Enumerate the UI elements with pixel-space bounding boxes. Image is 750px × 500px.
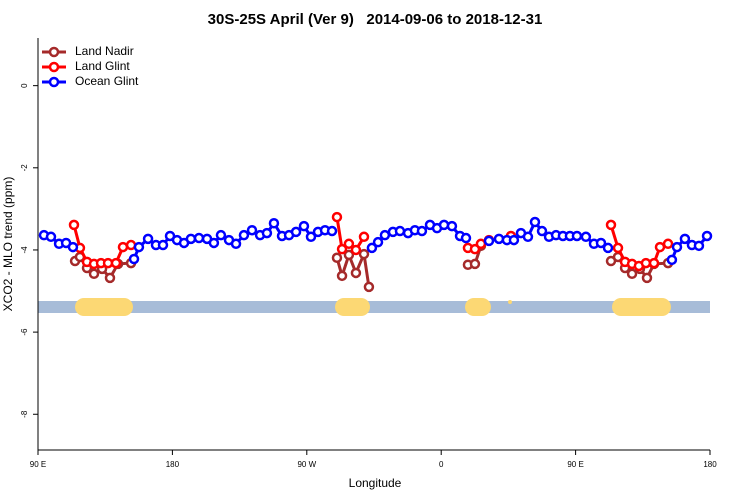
y-tick-label: -8 (20, 410, 29, 418)
point (215, 229, 227, 241)
point (372, 236, 384, 248)
land-band (75, 298, 133, 316)
point (358, 248, 370, 260)
y-tick-label: -6 (20, 328, 29, 336)
point (605, 219, 617, 231)
point (142, 233, 154, 245)
point (261, 227, 273, 239)
point (446, 220, 458, 232)
point (640, 257, 652, 269)
point (67, 241, 79, 253)
chart-title: 30S-25S April (Ver 9) 2014-09-06 to 2018… (208, 11, 543, 28)
land-band (335, 298, 370, 316)
point (110, 257, 122, 269)
legend-label: Ocean Glint (75, 74, 139, 88)
point (298, 220, 310, 232)
point (350, 244, 362, 256)
point (529, 216, 541, 228)
point (366, 242, 378, 254)
point (595, 237, 607, 249)
x-tick-label: 90 W (297, 460, 316, 469)
point (648, 257, 660, 269)
point (571, 230, 583, 242)
x-tick-label: 90 E (567, 460, 583, 469)
point (602, 242, 614, 254)
x-tick-label: 0 (439, 460, 444, 469)
surface-band (38, 298, 710, 316)
x-tick-label: 90 E (30, 460, 46, 469)
point (460, 232, 472, 244)
point (343, 238, 355, 250)
point (185, 233, 197, 245)
point (290, 226, 302, 238)
point (654, 241, 666, 253)
point (350, 267, 362, 279)
x-axis-label: Longitude (349, 476, 402, 490)
point (305, 231, 317, 243)
y-tick-label: -2 (20, 164, 29, 172)
point (693, 240, 705, 252)
point (45, 231, 57, 243)
point (238, 229, 250, 241)
point (626, 268, 638, 280)
point (416, 225, 428, 237)
point (438, 219, 450, 231)
point (394, 225, 406, 237)
legend-marker (48, 61, 60, 73)
point (88, 268, 100, 280)
y-tick-label: -4 (20, 246, 29, 254)
point (641, 272, 653, 284)
point (104, 272, 116, 284)
point (128, 253, 140, 265)
point (193, 232, 205, 244)
point (157, 239, 169, 251)
point (536, 225, 548, 237)
point (133, 241, 145, 253)
point (612, 242, 624, 254)
y-axis-label: XCO2 - MLO trend (ppm) (1, 177, 15, 312)
x-tick-label: 180 (166, 460, 180, 469)
point (336, 243, 348, 255)
point (331, 252, 343, 264)
point (666, 254, 678, 266)
point (679, 233, 691, 245)
point (379, 229, 391, 241)
legend-marker (48, 76, 60, 88)
legend-label: Land Glint (75, 59, 130, 73)
point (230, 238, 242, 250)
point (671, 241, 683, 253)
point (508, 234, 520, 246)
point (701, 230, 713, 242)
point (343, 249, 355, 261)
point (358, 231, 370, 243)
point (208, 237, 220, 249)
y-tick-label: 0 (20, 83, 29, 88)
point (522, 231, 534, 243)
land-band (465, 298, 491, 316)
point (662, 238, 674, 250)
point (475, 238, 487, 250)
point (493, 233, 505, 245)
point (331, 211, 343, 223)
point (483, 235, 495, 247)
x-tick-label: 180 (703, 460, 717, 469)
point (326, 225, 338, 237)
point (363, 281, 375, 293)
point (336, 270, 348, 282)
legend-marker (48, 46, 60, 58)
point (117, 241, 129, 253)
point (268, 218, 280, 229)
point (469, 258, 481, 270)
point (246, 224, 258, 236)
point (580, 231, 592, 243)
land-band (508, 300, 512, 304)
point (68, 219, 80, 231)
legend-label: Land Nadir (75, 44, 134, 58)
land-band (612, 298, 671, 316)
ocean-band (38, 301, 710, 313)
